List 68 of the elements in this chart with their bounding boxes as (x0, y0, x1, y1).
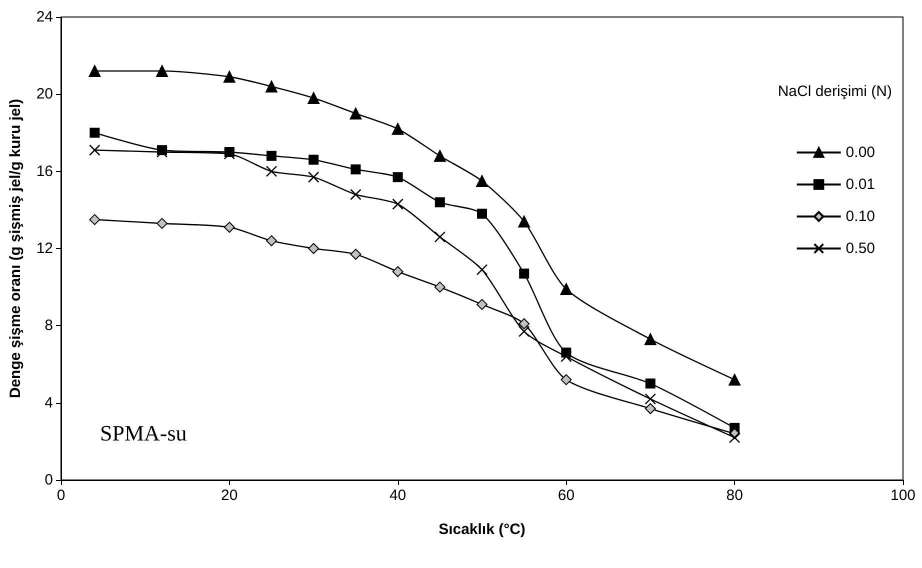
y-axis-title: Denge şişme oranı (g şişmiş jel/g kuru jel) (7, 98, 24, 398)
point (392, 122, 404, 135)
point (156, 146, 168, 158)
legend-label: 0.00 (846, 144, 876, 161)
point (476, 174, 488, 187)
point (434, 197, 445, 208)
x-tick-label: 0 (56, 487, 66, 504)
point (156, 65, 168, 78)
point (392, 198, 404, 210)
y-tick-label: 0 (44, 472, 53, 488)
point (308, 171, 320, 183)
point (728, 432, 740, 444)
point (89, 214, 100, 226)
y-tick-label: 4 (44, 394, 53, 412)
point (350, 164, 361, 174)
point (224, 148, 236, 160)
annotation: SPMA-su (100, 420, 187, 446)
legend-label: 0.10 (846, 208, 876, 225)
point (308, 243, 320, 254)
point (266, 150, 276, 161)
point (728, 374, 741, 386)
point (350, 107, 362, 120)
point (434, 231, 446, 243)
y-tick-label: 20 (36, 86, 53, 103)
point (560, 350, 572, 362)
point (266, 235, 277, 246)
y-tick-label: 12 (36, 240, 53, 257)
point (477, 208, 487, 219)
x-tick-label: 100 (890, 487, 916, 504)
point (266, 80, 278, 92)
point (519, 268, 530, 279)
point (89, 144, 100, 156)
legend-label: 0.01 (846, 176, 876, 193)
point (308, 154, 319, 165)
point (560, 374, 572, 386)
x-tick-label: 20 (221, 487, 238, 504)
point (308, 92, 320, 104)
x-tick-label: 60 (558, 487, 575, 504)
y-tick-label: 8 (44, 317, 53, 334)
point (223, 70, 236, 83)
point (560, 283, 572, 296)
point (90, 128, 100, 138)
point (392, 172, 403, 182)
point (644, 393, 656, 405)
point (350, 188, 362, 200)
point (156, 218, 168, 229)
point (644, 403, 656, 414)
point (518, 318, 530, 330)
point (88, 65, 101, 78)
point (518, 326, 530, 338)
point (476, 298, 488, 310)
point (434, 150, 446, 162)
legend-title: NaCl derişimi (N) (778, 83, 892, 100)
legend-label: 0.50 (846, 240, 876, 257)
point (224, 222, 235, 233)
point (266, 166, 278, 177)
x-tick-label: 80 (726, 487, 743, 504)
point (350, 248, 362, 260)
point (392, 266, 404, 278)
y-tick-label: 16 (36, 162, 53, 180)
y-tick-label: 24 (36, 8, 53, 26)
point (434, 282, 446, 293)
point (644, 333, 656, 346)
x-tick-label: 40 (389, 487, 406, 504)
point (476, 264, 488, 276)
x-axis-title: Sıcaklık (°C) (438, 521, 526, 538)
point (518, 215, 530, 228)
point (645, 378, 656, 389)
